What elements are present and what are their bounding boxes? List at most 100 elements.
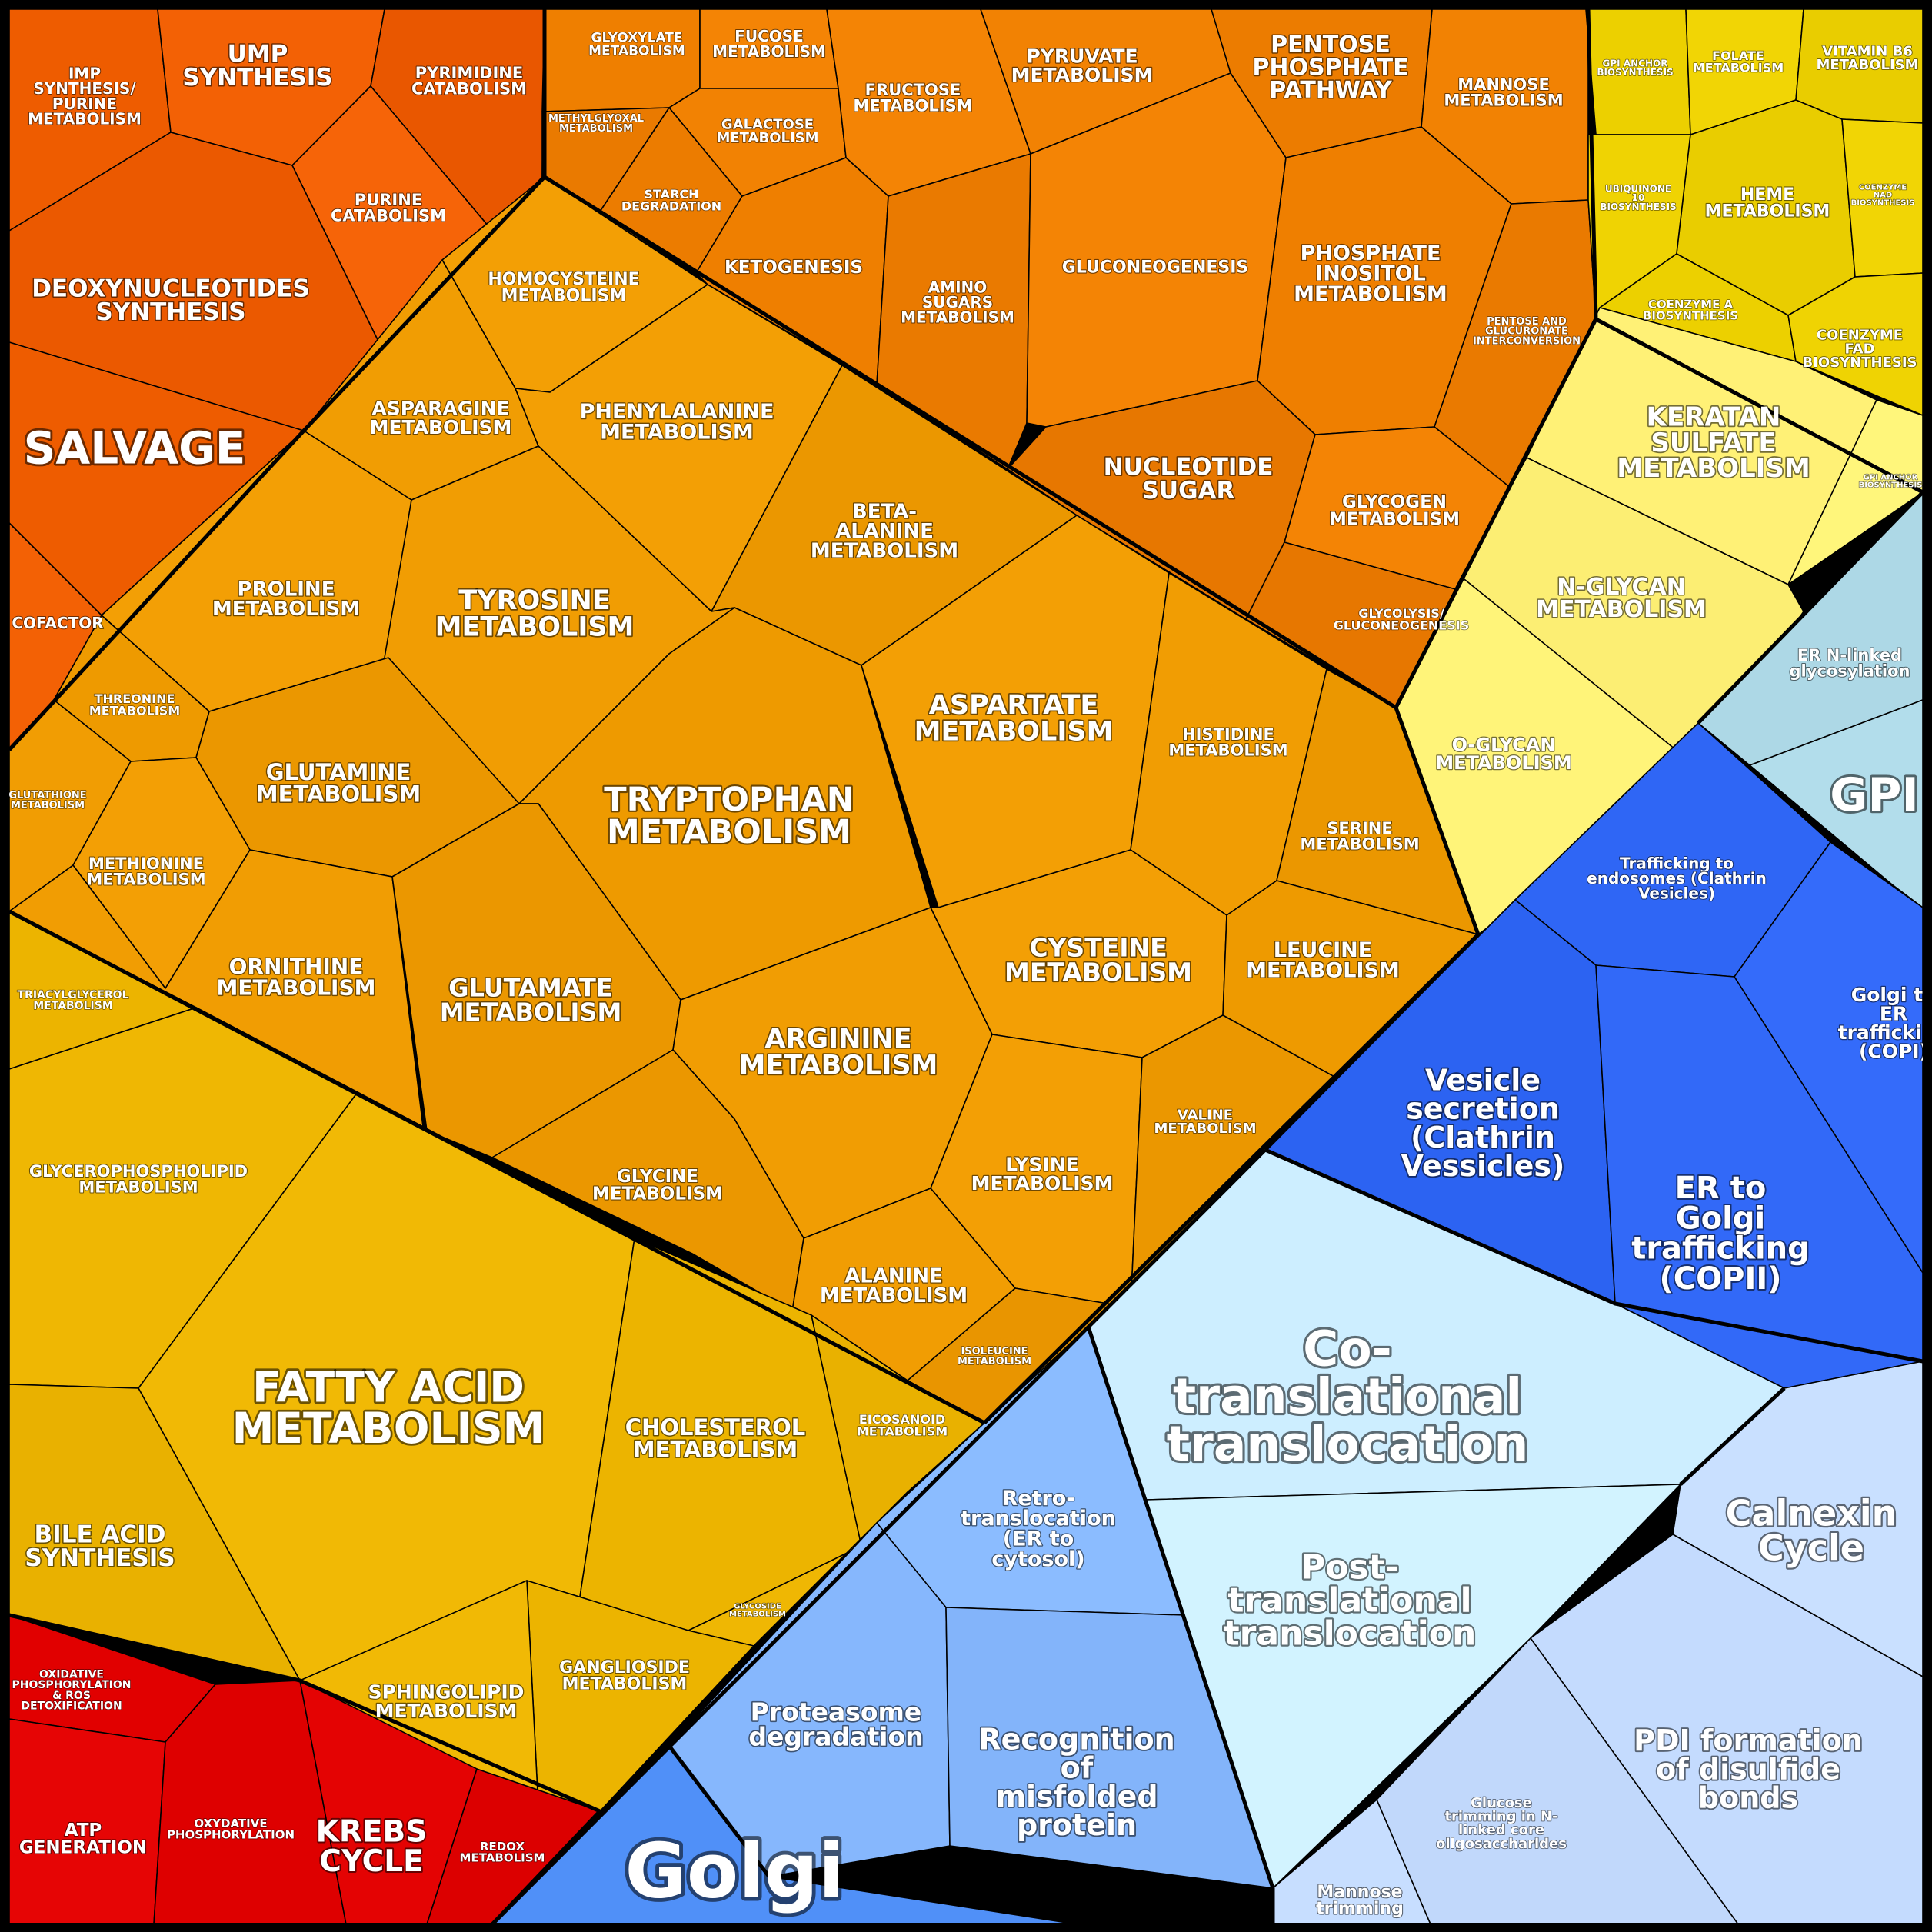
region-border bbox=[8, 909, 986, 1425]
label-tyrosine: TYROSINE METABOLISM bbox=[435, 585, 635, 642]
label-redox: REDOX METABOLISM bbox=[460, 1840, 545, 1865]
label-pentgluc: PENTOSE AND GLUCURONATE INTERCONVERSION bbox=[1473, 316, 1581, 347]
region-label-golgi: Golgi bbox=[625, 1827, 844, 1915]
region-border bbox=[543, 175, 1481, 1424]
label-leucine: LEUCINE METABOLISM bbox=[1246, 938, 1400, 982]
label-ernlinked: ER N-linked glycosylation bbox=[1790, 646, 1910, 681]
label-glycoside: GLYCOSIDE METABOLISM bbox=[729, 1603, 786, 1619]
label-proline: PROLINE METABOLISM bbox=[212, 578, 360, 620]
label-ganglioside: GANGLIOSIDE METABOLISM bbox=[559, 1658, 690, 1694]
region-border bbox=[1394, 318, 1598, 709]
label-inositol: PHOSPHATE INOSITOL METABOLISM bbox=[1294, 242, 1447, 306]
label-coenzymefad: COENZYME FAD BIOSYNTHESIS bbox=[1802, 328, 1917, 371]
label-histidine: HISTIDINE METABOLISM bbox=[1168, 725, 1287, 760]
label-pyrcat: PYRIMIDINE CATABOLISM bbox=[411, 64, 527, 98]
label-methylglyoxal: METHYLGLYOXAL METABOLISM bbox=[548, 113, 644, 135]
label-serine: SERINE METABOLISM bbox=[1300, 819, 1419, 854]
label-aspartate: ASPARTATE METABOLISM bbox=[914, 690, 1114, 747]
label-krebs: KREBS CYCLE bbox=[316, 1815, 428, 1879]
label-fattyacid: FATTY ACID METABOLISM bbox=[232, 1362, 545, 1453]
region-border bbox=[1679, 1387, 1786, 1486]
label-atp: ATP GENERATION bbox=[19, 1820, 147, 1858]
label-nglycan: N-GLYCAN METABOLISM bbox=[1536, 574, 1707, 623]
label-mannose: MANNOSE METABOLISM bbox=[1444, 75, 1563, 110]
label-vitb6: VITAMIN B6 METABOLISM bbox=[1816, 43, 1918, 73]
label-galactose: GALACTOSE METABOLISM bbox=[716, 116, 818, 146]
label-oglycan: O-GLYCAN METABOLISM bbox=[1435, 734, 1571, 774]
cell-glyox[interactable] bbox=[541, 8, 701, 112]
region-border bbox=[1086, 1326, 1275, 1924]
label-ubiquinone: UBIQUINONE 10 BIOSYNTHESIS bbox=[1600, 183, 1676, 212]
label-glycolysis: GLYCOLYSIS/GLUCONEOGENESIS bbox=[1334, 606, 1469, 633]
label-gpianchor1: GPI ANCHOR BIOSYNTHESIS bbox=[1597, 58, 1673, 78]
label-arginine: ARGININE METABOLISM bbox=[739, 1024, 938, 1081]
label-threonine: THREONINE METABOLISM bbox=[89, 691, 180, 718]
label-glutamate: GLUTAMATE METABOLISM bbox=[440, 974, 622, 1027]
label-phenylalanine: PHENYLALANINE METABOLISM bbox=[580, 400, 774, 444]
label-retro: Retro-translocation (ER to cytosol) bbox=[961, 1487, 1116, 1571]
label-methionine: METHIONINE METABOLISM bbox=[86, 854, 205, 889]
label-cofactor: COFACTOR bbox=[12, 614, 103, 632]
label-vesicle: Vesicle secretion (Clathrin Vessicles) bbox=[1401, 1063, 1565, 1183]
label-glycine: GLYCINE METABOLISM bbox=[592, 1167, 723, 1204]
label-ergolgi: ER to Golgi trafficking (COPII) bbox=[1631, 1171, 1810, 1297]
cell-eicosanoid[interactable] bbox=[811, 1314, 985, 1547]
label-glycogen: GLYCOGEN METABOLISM bbox=[1329, 492, 1460, 530]
region-border bbox=[668, 1744, 771, 1878]
label-bileacid: BILE ACID SYNTHESIS bbox=[25, 1521, 175, 1572]
label-eicosanoid: EICOSANOID METABOLISM bbox=[857, 1412, 948, 1439]
label-cholesterol: CHOLESTEROL METABOLISM bbox=[625, 1414, 805, 1462]
label-isoleucine: ISOLEUCINE METABOLISM bbox=[958, 1346, 1031, 1367]
label-glyox: GLYOXYLATE METABOLISM bbox=[588, 31, 685, 59]
label-tryptophan: TRYPTOPHAN METABOLISM bbox=[604, 781, 854, 851]
label-glucosetrim: Glucose trimming in N-linked core oligosac… bbox=[1436, 1795, 1567, 1852]
label-cotrans: Co-translational translocation bbox=[1167, 1321, 1529, 1471]
label-oxros: OXIDATIVE PHOSPHORYLATION & ROS DETOXIFICAT… bbox=[12, 1668, 131, 1712]
label-starch: STARCH DEGRADATION bbox=[621, 187, 721, 214]
label-glycerophospho: GLYCEROPHOSPHOLIPID METABOLISM bbox=[29, 1162, 248, 1197]
label-ornithine: ORNITHINE METABOLISM bbox=[216, 954, 375, 1000]
label-imp: IMP SYNTHESIS/PURINE METABOLISM bbox=[28, 65, 142, 128]
label-misfolded: Recognition of misfolded protein bbox=[978, 1722, 1174, 1842]
label-betaala: BETA-ALANINE METABOLISM bbox=[811, 501, 958, 563]
cells-layer bbox=[8, 8, 1924, 1925]
label-folate: FOLATE METABOLISM bbox=[1693, 48, 1784, 75]
label-keratan: KERATAN SULFATE METABOLISM bbox=[1617, 402, 1810, 485]
region-borders bbox=[8, 8, 1924, 1926]
label-valine: VALINE METABOLISM bbox=[1154, 1107, 1256, 1137]
region-border bbox=[8, 9, 547, 751]
label-fucose: FUCOSE METABOLISM bbox=[712, 27, 826, 61]
label-gpianchor2: GPI ANCHOR BIOSYNTHESIS bbox=[1859, 474, 1923, 490]
region-border bbox=[1264, 1148, 1924, 1364]
label-oxyphos: OXYDATIVE PHOSPHORYLATION bbox=[167, 1817, 295, 1842]
label-proteasome: Proteasome degradation bbox=[748, 1697, 923, 1751]
label-lysine: LYSINE METABOLISM bbox=[971, 1154, 1114, 1195]
label-ketogenesis: KETOGENESIS bbox=[724, 258, 863, 278]
label-purcat: PURINE CATABOLISM bbox=[331, 191, 446, 225]
cell-aminosugars[interactable] bbox=[876, 153, 1031, 470]
labels-layer: IMP SYNTHESIS/PURINE METABOLISM UMP SYNTHESI… bbox=[8, 26, 1932, 1919]
label-golgier: Golgi toERtrafficking(COPI) bbox=[1838, 984, 1932, 1063]
label-cysteine: CYSTEINE METABOLISM bbox=[1004, 932, 1192, 987]
region-border bbox=[1264, 933, 1480, 1151]
label-posttrans: Post-translational translocation bbox=[1224, 1547, 1477, 1653]
label-pdi: PDI formation of disulfide bonds bbox=[1634, 1724, 1863, 1814]
label-mannosetrim: Mannose trimming bbox=[1316, 1883, 1404, 1919]
label-pyruvate: PYRUVATE METABOLISM bbox=[1011, 45, 1154, 87]
region-border bbox=[491, 1148, 1267, 1926]
label-nucsugar: NUCLEOTIDE SUGAR bbox=[1104, 454, 1274, 505]
label-deoxy: DEOXYNUCLEOTIDES SYNTHESIS bbox=[32, 275, 310, 326]
label-endosomes: Trafficking to endosomes (Clathrin Vesicle… bbox=[1587, 854, 1767, 902]
region-label-calnexin: Calnexin Cycle bbox=[1726, 1493, 1897, 1569]
label-pentose: PENTOSE PHOSPHATE PATHWAY bbox=[1252, 32, 1408, 104]
region-border bbox=[1697, 491, 1924, 724]
label-homocys: HOMOCYSTEINE METABOLISM bbox=[488, 270, 639, 306]
label-heme: HEME METABOLISM bbox=[1705, 185, 1830, 222]
label-gluconeogenesis: GLUCONEOGENESIS bbox=[1062, 258, 1249, 278]
label-fructose: FRUCTOSE METABOLISM bbox=[853, 81, 972, 115]
label-coenzymenad: COENZYME NAD BIOSYNTHESIS bbox=[1851, 184, 1915, 208]
label-glutathione: GLUTATHIONE METABOLISM bbox=[8, 790, 86, 811]
region-label-gpi: GPI bbox=[1830, 768, 1919, 822]
